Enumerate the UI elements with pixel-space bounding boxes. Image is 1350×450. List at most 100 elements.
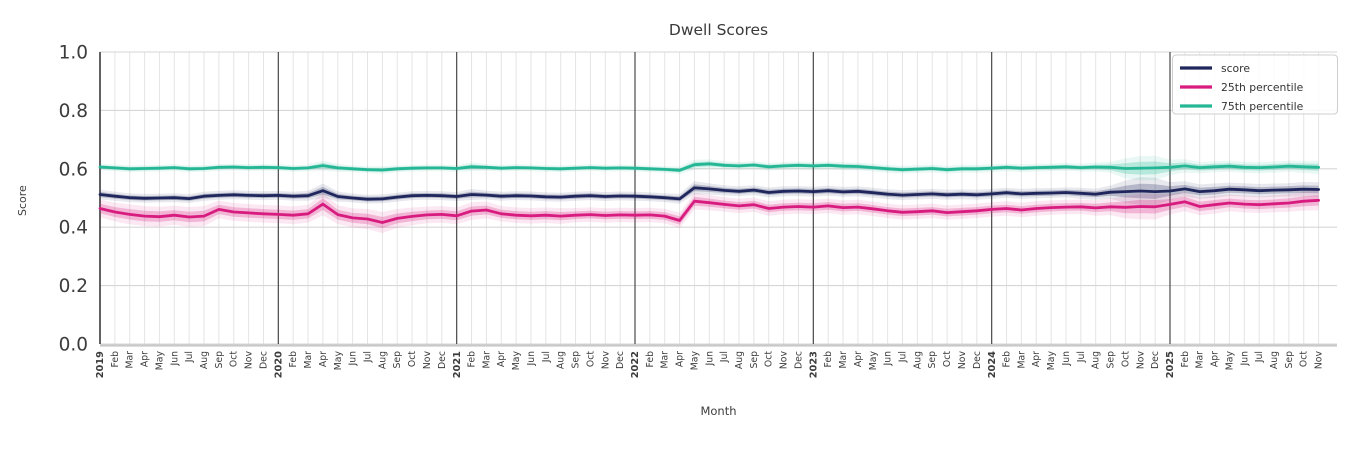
x-tick-month: Apr xyxy=(318,351,329,367)
x-tick-month: Jun xyxy=(348,351,359,367)
x-tick-month: Nov xyxy=(422,351,433,370)
x-tick-month: Aug xyxy=(912,351,923,369)
x-tick-year: 2022 xyxy=(630,351,641,378)
x-tick-month: Nov xyxy=(1135,351,1146,370)
y-tick-label: 0.0 xyxy=(59,334,88,355)
x-tick-month: Jun xyxy=(526,351,537,367)
x-tick-month: Apr xyxy=(1210,351,1221,367)
x-tick-month: Mar xyxy=(125,351,136,369)
x-tick-month: Feb xyxy=(645,351,656,368)
x-tick-month: Jun xyxy=(883,351,894,367)
series-line-score xyxy=(98,186,1320,201)
y-gridlines xyxy=(100,51,1337,345)
x-tick-month: May xyxy=(1224,351,1235,371)
x-tick-month: Aug xyxy=(377,351,388,369)
x-tick-month: Oct xyxy=(585,351,596,367)
x-tick-month: Apr xyxy=(853,351,864,367)
y-tick-label: 0.4 xyxy=(59,218,88,239)
x-tick-month: Oct xyxy=(229,351,240,367)
x-tick-month: Sep xyxy=(214,351,225,369)
series-lines xyxy=(98,162,1320,224)
x-tick-year: 2021 xyxy=(452,351,463,378)
x-tick-month: Feb xyxy=(1002,351,1013,368)
x-tick-month: Feb xyxy=(1180,351,1191,368)
x-tick-month: Nov xyxy=(779,351,790,370)
x-tick-month: Dec xyxy=(258,351,269,369)
x-tick-month: Apr xyxy=(675,351,686,367)
x-tick-month: Sep xyxy=(1284,351,1295,369)
x-tick-month: Dec xyxy=(793,351,804,369)
y-tick-label: 1.0 xyxy=(59,42,88,63)
x-tick-month: Mar xyxy=(660,351,671,369)
x-tick-month: Aug xyxy=(1091,351,1102,369)
x-tick-month: Jul xyxy=(541,351,552,363)
x-tick-month: Nov xyxy=(600,351,611,370)
x-tick-month: Jul xyxy=(362,351,373,363)
x-tick-year: 2024 xyxy=(987,351,998,378)
x-tick-month: Jul xyxy=(1254,351,1265,363)
x-tick-month: Oct xyxy=(942,351,953,367)
x-tick-month: Jun xyxy=(704,351,715,367)
series-line-75th-percentile xyxy=(98,162,1320,172)
band-25th-percentile xyxy=(100,195,1319,229)
x-tick-month: May xyxy=(868,351,879,371)
legend-label: 75th percentile xyxy=(1221,100,1304,113)
spines xyxy=(99,52,1337,347)
x-tick-month: Jul xyxy=(1076,351,1087,363)
x-tick-month: Oct xyxy=(407,351,418,367)
x-tick-month: Feb xyxy=(467,351,478,368)
x-tick-month: Nov xyxy=(244,351,255,370)
legend-label: score xyxy=(1221,62,1250,75)
x-tick-month: Mar xyxy=(1016,351,1027,369)
band-outer-25th-percentile xyxy=(100,190,1319,234)
legend-label: 25th percentile xyxy=(1221,81,1304,94)
x-tick-year: 2019 xyxy=(95,351,106,378)
x-tick-month: Apr xyxy=(496,351,507,367)
x-tick-month: Jul xyxy=(897,351,908,363)
x-tick-month: Feb xyxy=(110,351,121,368)
x-tick-month: Mar xyxy=(838,351,849,369)
x-tick-month: Sep xyxy=(1106,351,1117,369)
x-tick-month: Apr xyxy=(1031,351,1042,367)
band-outer-score xyxy=(100,177,1319,206)
series-line-25th-percentile xyxy=(98,198,1320,224)
x-tick-month: Aug xyxy=(734,351,745,369)
x-tick-month: Feb xyxy=(288,351,299,368)
x-tick-month: May xyxy=(154,351,165,371)
x-tick-month: Jul xyxy=(719,351,730,363)
x-tick-month: Jun xyxy=(1239,351,1250,367)
x-tick-month: Aug xyxy=(556,351,567,369)
x-tick-month: Sep xyxy=(749,351,760,369)
x-tick-month: May xyxy=(689,351,700,371)
x-tick-month: Jun xyxy=(1061,351,1072,367)
legend: score 25th percentile 75th percentile xyxy=(1172,54,1338,115)
x-tick-year: 2025 xyxy=(1165,351,1176,378)
x-tick-month: Mar xyxy=(481,351,492,369)
x-tick-month: Nov xyxy=(957,351,968,370)
x-tick-month: Dec xyxy=(972,351,983,369)
y-tick-labels: 0.0 0.2 0.4 0.6 0.8 1.0 xyxy=(59,42,88,355)
x-tick-month: Oct xyxy=(1120,351,1131,367)
x-tick-month: May xyxy=(511,351,522,371)
legend-box xyxy=(1172,54,1338,115)
x-tick-month: May xyxy=(1046,351,1057,371)
x-tick-month: Nov xyxy=(1314,351,1325,370)
x-tick-year: 2023 xyxy=(808,351,819,378)
year-lines xyxy=(99,52,1171,344)
x-tick-month: Jun xyxy=(169,351,180,367)
x-tick-month: Oct xyxy=(1299,351,1310,367)
x-tick-month: Oct xyxy=(764,351,775,367)
x-tick-month: Jul xyxy=(184,351,195,363)
x-axis-label: Month xyxy=(700,404,737,418)
x-tick-labels: 2019 Feb Mar Apr May Jun Jul Aug Sep Oct Nov Dec 202… xyxy=(95,351,1324,379)
x-tick-month: May xyxy=(333,351,344,371)
x-tick-month: Sep xyxy=(927,351,938,369)
x-tick-month: Sep xyxy=(571,351,582,369)
y-tick-label: 0.8 xyxy=(59,101,88,122)
chart-title: Dwell Scores xyxy=(668,21,769,39)
band-outer-75th-percentile xyxy=(100,155,1319,181)
x-tick-month: Apr xyxy=(140,351,151,367)
x-tick-month: Aug xyxy=(199,351,210,369)
